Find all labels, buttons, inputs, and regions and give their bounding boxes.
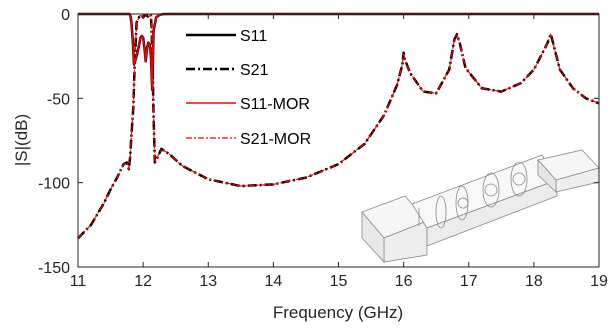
- legend-label-s11: S11: [240, 28, 267, 45]
- legend-label-s21: S21: [240, 62, 269, 79]
- y-tick-label: -50: [47, 91, 70, 108]
- x-tick-label: 15: [330, 273, 348, 290]
- y-tick-label: -150: [38, 260, 70, 277]
- y-tick-label: 0: [61, 7, 70, 24]
- x-tick-label: 14: [264, 273, 282, 290]
- plot-background: [78, 14, 599, 267]
- waveguide-filter-illustration: [361, 149, 600, 264]
- x-axis-label: Frequency (GHz): [273, 303, 403, 322]
- legend-label-s21-mor: S21-MOR: [240, 131, 311, 148]
- x-tick-label: 18: [525, 273, 543, 290]
- series-line-s11-mor: [78, 13, 599, 91]
- series-layer: [77, 12, 600, 240]
- x-tick-label: 11: [70, 273, 87, 290]
- x-tick-label: 13: [199, 273, 217, 290]
- y-tick-label: -100: [38, 176, 70, 193]
- series-line-s21-mor: [77, 14, 600, 239]
- x-tick-label: 17: [460, 273, 478, 290]
- x-tick-label: 12: [134, 273, 152, 290]
- ticks-layer: 11 12 13 14 15 16 17 18 19 0 -50 -100 -150: [38, 7, 608, 290]
- legend-label-s11-mor: S11-MOR: [240, 96, 310, 113]
- x-tick-label: 16: [395, 273, 413, 290]
- x-tick-label: 19: [590, 273, 608, 290]
- legend: S11 S21 S11-MOR S21-MOR: [186, 28, 311, 148]
- y-axis-label: |S|(dB): [12, 114, 31, 166]
